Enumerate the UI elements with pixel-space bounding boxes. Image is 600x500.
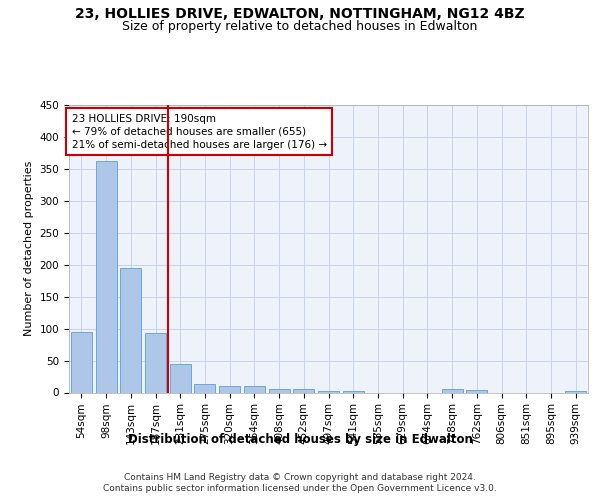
Text: Contains public sector information licensed under the Open Government Licence v3: Contains public sector information licen… — [103, 484, 497, 493]
Bar — [145, 333, 166, 392]
Y-axis label: Number of detached properties: Number of detached properties — [24, 161, 34, 336]
Bar — [343, 391, 364, 392]
Bar — [95, 161, 116, 392]
Text: Distribution of detached houses by size in Edwalton: Distribution of detached houses by size … — [128, 432, 472, 446]
Text: Size of property relative to detached houses in Edwalton: Size of property relative to detached ho… — [122, 20, 478, 33]
Bar — [318, 391, 339, 392]
Bar — [565, 390, 586, 392]
Bar — [442, 390, 463, 392]
Text: Contains HM Land Registry data © Crown copyright and database right 2024.: Contains HM Land Registry data © Crown c… — [124, 472, 476, 482]
Bar — [170, 364, 191, 392]
Text: 23 HOLLIES DRIVE: 190sqm
← 79% of detached houses are smaller (655)
21% of semi-: 23 HOLLIES DRIVE: 190sqm ← 79% of detach… — [71, 114, 327, 150]
Bar — [293, 390, 314, 392]
Bar — [269, 388, 290, 392]
Bar — [120, 268, 141, 392]
Bar — [194, 384, 215, 392]
Bar — [244, 386, 265, 392]
Bar — [71, 332, 92, 392]
Bar — [466, 390, 487, 392]
Text: 23, HOLLIES DRIVE, EDWALTON, NOTTINGHAM, NG12 4BZ: 23, HOLLIES DRIVE, EDWALTON, NOTTINGHAM,… — [75, 8, 525, 22]
Bar — [219, 386, 240, 392]
